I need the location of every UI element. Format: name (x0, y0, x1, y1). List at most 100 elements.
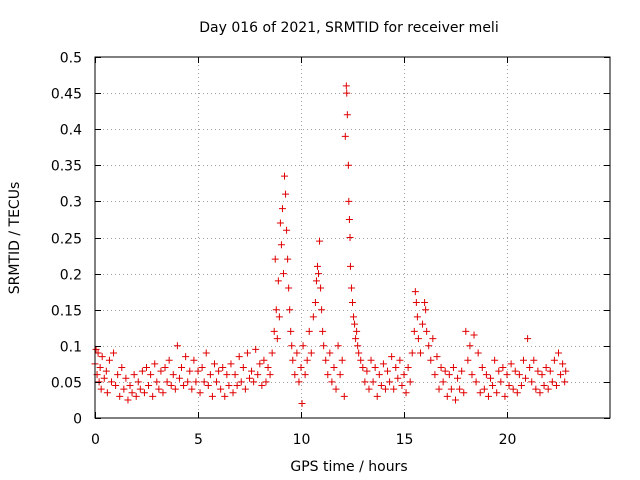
data-point (561, 378, 569, 386)
data-point (286, 306, 294, 314)
data-point (204, 382, 212, 390)
data-point (151, 360, 159, 368)
data-point (260, 356, 268, 364)
data-point (315, 270, 323, 278)
data-point (316, 237, 324, 245)
data-point (503, 371, 511, 379)
data-point (254, 371, 262, 379)
data-point (515, 371, 523, 379)
data-point (462, 327, 470, 335)
data-point (472, 378, 480, 386)
data-point (350, 313, 358, 321)
data-point (470, 331, 478, 339)
data-point (458, 367, 466, 375)
data-point (429, 335, 437, 343)
data-point (116, 392, 124, 400)
data-point (92, 345, 100, 353)
data-point (509, 385, 517, 393)
data-point (548, 378, 556, 386)
data-point (163, 378, 171, 386)
data-point (231, 371, 239, 379)
data-point (215, 367, 223, 375)
y-tick-label: 0.5 (60, 51, 82, 67)
data-point (248, 367, 256, 375)
data-point (130, 371, 138, 379)
data-point (398, 382, 406, 390)
y-tick-label: 0.2 (60, 268, 82, 284)
data-point (550, 356, 558, 364)
axis-ticks (95, 57, 610, 419)
data-point (404, 363, 412, 371)
data-point (410, 327, 418, 335)
data-point (532, 385, 540, 393)
data-point (367, 356, 375, 364)
data-point (147, 371, 155, 379)
data-point (454, 374, 462, 382)
data-point (505, 382, 513, 390)
data-point (317, 284, 325, 292)
data-point (206, 371, 214, 379)
data-point (511, 367, 519, 375)
data-point (301, 371, 309, 379)
data-point (478, 363, 486, 371)
data-point (241, 385, 249, 393)
data-point (377, 382, 385, 390)
x-tick-labels: 0 5 10 15 20 (91, 432, 516, 448)
data-point (439, 378, 447, 386)
data-point (414, 335, 422, 343)
data-point (513, 389, 521, 397)
data-point (330, 363, 338, 371)
data-point (271, 255, 279, 263)
data-point (235, 353, 243, 361)
x-tick-label: 0 (91, 432, 100, 448)
data-point (507, 360, 515, 368)
data-point (196, 389, 204, 397)
y-tick-label: 0.4 (60, 123, 82, 139)
data-point (354, 342, 362, 350)
data-point (394, 374, 402, 382)
data-point (501, 392, 509, 400)
data-point (275, 313, 283, 321)
data-point (136, 385, 144, 393)
data-point (489, 382, 497, 390)
data-point (105, 356, 113, 364)
x-tick-label: 20 (499, 432, 517, 448)
data-point (346, 262, 354, 270)
data-point (546, 367, 554, 375)
data-point (530, 356, 538, 364)
data-point (423, 327, 431, 335)
data-point (351, 320, 359, 328)
data-point (97, 385, 105, 393)
data-point (411, 288, 419, 296)
data-point (352, 335, 360, 343)
data-point (464, 356, 472, 364)
data-point (524, 335, 532, 343)
data-point (114, 371, 122, 379)
data-point (456, 385, 464, 393)
data-point (341, 132, 349, 140)
data-point (309, 313, 317, 321)
data-point (449, 363, 457, 371)
grid-lines (95, 57, 610, 418)
data-point (334, 342, 342, 350)
data-point (210, 360, 218, 368)
data-point (328, 378, 336, 386)
data-point (443, 392, 451, 400)
data-point (289, 356, 297, 364)
data-point (239, 363, 247, 371)
data-point (357, 356, 365, 364)
data-point (145, 382, 153, 390)
data-point (396, 356, 404, 364)
data-point (98, 353, 106, 361)
data-point (110, 349, 118, 357)
data-point (132, 392, 140, 400)
y-tick-labels: 0 0.05 0.1 0.15 0.2 0.25 0.3 0.35 0.4 0.45 0.5 (51, 51, 82, 428)
data-point (347, 284, 355, 292)
data-point (307, 349, 315, 357)
data-point (427, 356, 435, 364)
y-tick-label: 0.25 (51, 232, 82, 248)
data-point (482, 371, 490, 379)
data-point (246, 374, 253, 382)
data-point (338, 356, 346, 364)
